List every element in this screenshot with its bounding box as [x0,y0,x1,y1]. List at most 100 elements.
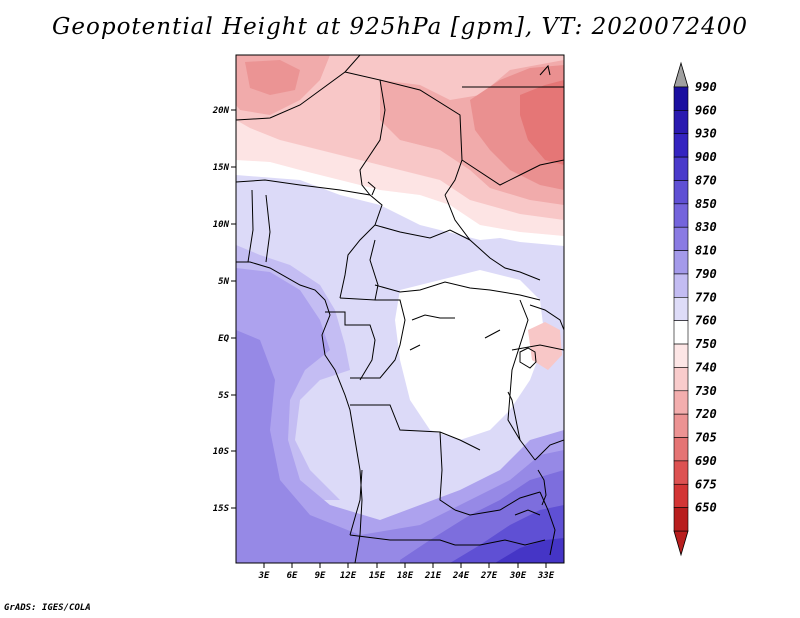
colorbar-cell [673,507,689,532]
lon-label: 24E [452,571,470,581]
colorbar: 990 960 930 900 870 850 830 810 790 770 760 750 740 7… [673,61,717,557]
colorbar-label: 790 [695,267,717,281]
lat-label: 10S [213,447,230,457]
colorbar-cell [673,226,689,251]
colorbar-cell [673,110,689,135]
lon-label: 6E [287,571,298,581]
lon-label: 21E [424,571,442,581]
contour-830 [236,268,564,563]
colorbar-cell [673,203,689,228]
border-cameroon-car [374,224,471,241]
border-sudan-a [461,159,564,186]
lon-label: 33E [537,571,555,581]
lake-chad [367,181,376,196]
border-namibia [349,469,363,536]
border-kenya-tz [511,344,564,351]
colorbar-cell [673,250,689,275]
colorbar-label: 650 [695,501,717,515]
lat-label: 15S [213,504,230,514]
coastline-west [236,261,363,563]
contour-720-nw [245,60,300,95]
colorbar-label: 870 [695,173,717,187]
colorbar-label: 900 [695,150,717,164]
lat-label: 10N [213,220,230,230]
border-nigeria-a [236,179,383,299]
contour-930 [495,538,564,563]
border-sahara-c [379,79,463,196]
latitude-axis: 20N 15N 10N 5N EQ 5S 10S 15S [212,106,236,514]
lake-tanganyika [507,391,521,441]
colorbar-cell [673,437,689,462]
lon-label: 9E [315,571,326,581]
colorbar-label: 810 [695,244,717,258]
lon-label: 3E [258,571,270,581]
border-angola-north [350,404,481,451]
colorbar-cell [673,86,689,111]
lon-label: 12E [340,571,357,581]
colorbar-label: 830 [695,220,717,234]
colorbar-cell [673,297,689,321]
lon-label: 15E [369,571,386,581]
lake-victoria [519,347,537,369]
border-congo-drc [350,299,406,379]
border-angola-east [439,431,456,511]
lake-malawi [537,469,547,506]
colorbar-cell [673,273,689,298]
colorbar-cell [673,413,689,438]
border-west-small-b [265,194,271,263]
colorbar-label: 960 [695,103,717,117]
colorbar-label: 850 [695,197,717,211]
colorbar-label: 760 [695,314,717,328]
grads-credit: GrADS: IGES/COLA [4,603,91,613]
border-uganda [529,304,564,331]
border-gabon-congo [325,311,376,381]
contour-850 [236,330,564,563]
sinai [539,64,551,76]
colorbar-cell [673,390,689,415]
colorbar-cell [673,320,689,345]
colorbar-label: 750 [695,337,717,351]
lat-label: 20N [212,106,230,116]
colorbar-label: 740 [695,360,717,374]
colorbar-cell [673,180,689,205]
colorbar-cell [673,460,689,485]
border-south-zim [455,539,546,546]
lat-label: 15N [213,163,230,173]
contour-field [236,55,564,563]
lon-label: 18E [397,571,414,581]
colorbar-cell [673,367,689,392]
lon-label: 27E [480,571,498,581]
border-west-small-a [247,189,254,263]
border-chad-car [444,194,541,281]
colorbar-cell [673,133,689,158]
map-title: Geopotential Height at 925hPa [gpm], VT:… [52,14,748,40]
colorbar-bottom-arrow [673,530,689,557]
colorbar-cell [673,483,689,508]
colorbar-label: 720 [695,407,717,421]
contour-770 [395,270,545,440]
colorbar-label: 690 [695,454,717,468]
lat-label: EQ [218,334,229,344]
contour-705 [520,80,564,165]
border-angola-zambia-south [349,534,456,546]
border-cameroon-south [339,239,379,301]
colorbar-label: 730 [695,384,717,398]
map-frame [235,54,565,564]
border-drc-east [507,299,536,461]
colorbar-label: 675 [695,477,717,491]
lat-label: 5S [218,391,229,401]
border-zambia-south [454,491,541,516]
lon-label: 30E [509,571,527,581]
lake-kariba [514,509,541,516]
colorbar-label: 990 [695,80,717,94]
colorbar-label: 705 [695,431,717,445]
colorbar-cell [673,343,689,368]
colorbar-cell [673,156,689,181]
country-borders [236,55,564,563]
colorbar-label: 930 [695,127,717,141]
rivers-congo [409,314,501,351]
lat-label: 5N [218,277,229,287]
border-tz-south [534,439,564,461]
longitude-axis: 3E 6E 9E 12E 15E 18E 21E 24E 27E 30E 33E [258,563,555,581]
colorbar-top-arrow [673,61,689,88]
